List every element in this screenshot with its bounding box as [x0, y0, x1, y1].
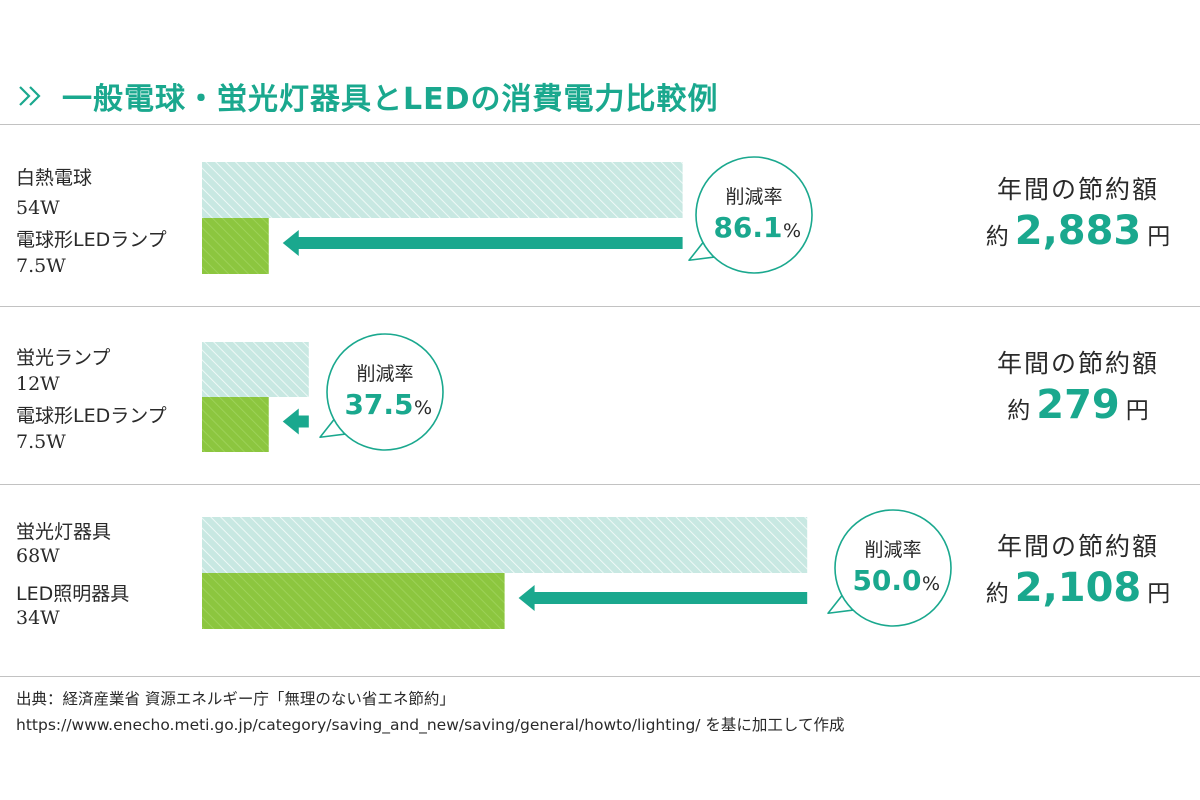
- arrow-left-icon: [518, 585, 808, 611]
- double-chevron-right-icon: [19, 86, 41, 106]
- source-note: 出典：経済産業省 資源エネルギー庁「無理のない省エネ節約」 https://ww…: [16, 686, 844, 738]
- savings-heading: 年間の節約額: [996, 532, 1159, 561]
- savings-prefix: 約: [1007, 398, 1031, 424]
- before-watt-label: 12W: [16, 373, 60, 395]
- bar-before: [202, 162, 683, 218]
- reduction-value: 50.0: [852, 564, 921, 597]
- source-line-1: 出典：経済産業省 資源エネルギー庁「無理のない省エネ節約」: [16, 690, 455, 708]
- savings-amount: 279: [1036, 382, 1120, 428]
- after-name-label: 電球形LEDランプ: [16, 229, 167, 251]
- savings-amount-row: 約 2,883 円: [968, 208, 1188, 254]
- after-watt-label: 7.5W: [16, 255, 66, 277]
- bar-before: [202, 517, 808, 573]
- after-watt-label: 7.5W: [16, 431, 66, 453]
- annual-savings: 年間の節約額 約 279 円: [968, 344, 1188, 428]
- bar-after: [202, 573, 505, 629]
- arrow-left-icon: [282, 408, 309, 435]
- page-title: 一般電球・蛍光灯器具とLEDの消費電力比較例: [62, 82, 719, 117]
- before-watt-label: 54W: [16, 197, 60, 219]
- savings-unit: 円: [1147, 581, 1171, 607]
- speech-bubble-icon: [827, 509, 952, 627]
- savings-amount-row: 約 2,108 円: [968, 565, 1188, 611]
- source-line-2: https://www.enecho.meti.go.jp/category/s…: [16, 716, 845, 734]
- before-name-label: 白熱電球: [16, 167, 93, 189]
- bar-chart: 削減率 37.5%: [202, 333, 444, 452]
- comparison-panel-2: 蛍光ランプ 12W 電球形LEDランプ 7.5W 削減率 37.5% 年間の節約額…: [0, 307, 1200, 484]
- savings-unit: 円: [1125, 398, 1149, 424]
- reduction-label: 削減率: [725, 186, 782, 208]
- arrow-left-icon: [282, 230, 683, 256]
- reduction-label: 削減率: [356, 363, 413, 385]
- divider: [0, 484, 1200, 485]
- divider: [0, 306, 1200, 307]
- savings-amount: 2,108: [1014, 565, 1142, 611]
- savings-prefix: 約: [985, 581, 1009, 607]
- before-name-label: 蛍光ランプ: [16, 347, 111, 369]
- bar-chart: 削減率 50.0%: [202, 509, 952, 629]
- before-watt-label: 68W: [16, 545, 60, 567]
- reduction-value: 37.5: [344, 388, 413, 421]
- bar-after: [202, 218, 269, 274]
- after-name-label: LED照明器具: [16, 583, 130, 605]
- annual-savings: 年間の節約額 約 2,108 円: [968, 527, 1188, 611]
- bar-chart: 削減率 86.1%: [202, 156, 813, 274]
- savings-prefix: 約: [985, 224, 1009, 250]
- divider: [0, 124, 1200, 125]
- bar-before: [202, 342, 309, 397]
- speech-bubble-icon: [319, 333, 444, 451]
- bar-after: [202, 397, 269, 452]
- savings-heading: 年間の節約額: [996, 349, 1159, 378]
- savings-heading: 年間の節約額: [996, 175, 1159, 204]
- annual-savings: 年間の節約額 約 2,883 円: [968, 170, 1188, 254]
- after-watt-label: 34W: [16, 607, 60, 629]
- divider: [0, 676, 1200, 677]
- savings-amount: 2,883: [1014, 208, 1142, 254]
- savings-amount-row: 約 279 円: [968, 382, 1188, 428]
- reduction-value: 86.1: [713, 211, 782, 244]
- reduction-unit: %: [783, 220, 801, 242]
- comparison-panel-1: 白熱電球 54W 電球形LEDランプ 7.5W 削減率 86.1% 年間の節約額 …: [0, 125, 1200, 306]
- before-name-label: 蛍光灯器具: [16, 521, 112, 543]
- savings-unit: 円: [1147, 224, 1171, 250]
- reduction-unit: %: [414, 397, 432, 419]
- title-row: 一般電球・蛍光灯器具とLEDの消費電力比較例: [14, 70, 719, 122]
- speech-bubble-icon: [688, 156, 813, 274]
- reduction-label: 削減率: [864, 539, 921, 561]
- after-name-label: 電球形LEDランプ: [16, 405, 167, 427]
- reduction-unit: %: [922, 573, 940, 595]
